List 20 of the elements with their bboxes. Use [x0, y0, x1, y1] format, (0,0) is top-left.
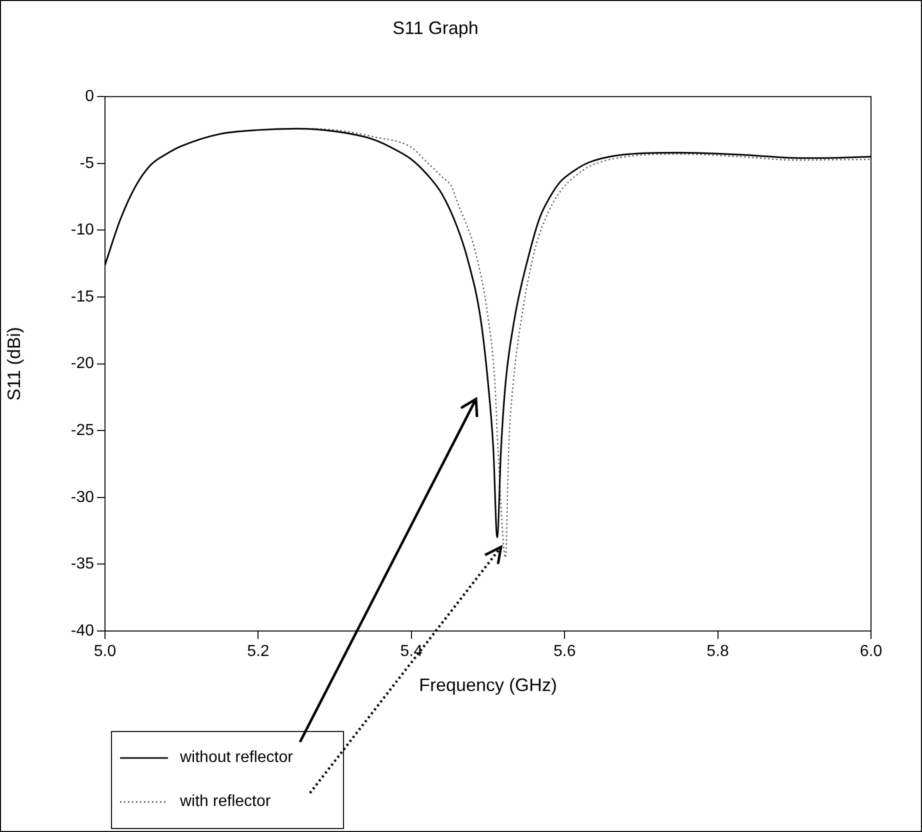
y-tick-label: -5 [80, 154, 94, 172]
x-tick-label: 5.8 [706, 643, 730, 660]
x-tick-label: 5.2 [247, 643, 270, 660]
y-tick-label: 0 [85, 88, 94, 106]
x-tick-label: 5.6 [553, 643, 576, 660]
y-tick-label: -30 [70, 488, 94, 506]
x-tick-label: 6.0 [860, 643, 882, 660]
y-tick-label: -10 [70, 222, 94, 239]
y-tick-label: -35 [70, 556, 94, 573]
chart-title: S11 Graph [392, 18, 478, 38]
y-tick-label: -25 [70, 422, 94, 440]
y-axis-title: S11 (dBi) [4, 326, 24, 401]
x-tick-label: 5.0 [94, 643, 116, 660]
legend-label: without reflector [180, 749, 293, 767]
y-tick-label: -40 [70, 622, 94, 640]
x-axis-title: Frequency (GHz) [418, 675, 558, 696]
legend-label: with reflector [180, 793, 271, 811]
y-tick-label: -20 [70, 355, 94, 372]
y-tick-label: -15 [70, 288, 94, 306]
x-tick-label: 5.4 [400, 643, 423, 660]
